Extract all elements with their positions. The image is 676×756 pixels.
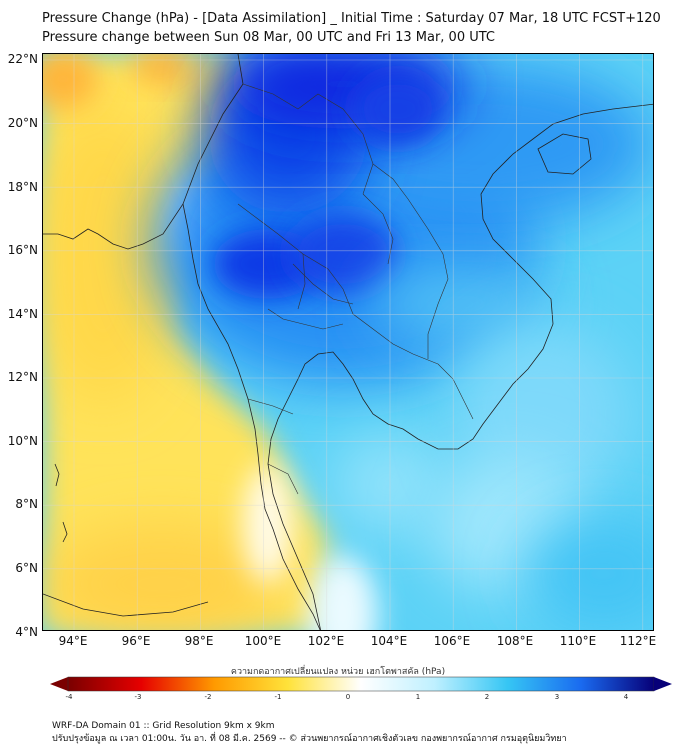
colorbar-tick-label: -3 <box>134 693 142 701</box>
lat-label: 8°N <box>15 497 38 511</box>
lon-label: 100°E <box>244 634 282 648</box>
lat-label: 16°N <box>7 243 38 257</box>
coastlines <box>43 54 653 630</box>
footer-credit: ปรับปรุงข้อมูล ณ เวลา 01:00น. วัน อา. ที… <box>52 734 567 744</box>
colorbar-tick-label: 1 <box>415 693 421 701</box>
lat-label: 20°N <box>7 116 38 130</box>
colorbar-tick-label: -1 <box>274 693 282 701</box>
country-borders <box>237 83 474 495</box>
map-subtitle: Pressure change between Sun 08 Mar, 00 U… <box>42 30 495 45</box>
map-title: Pressure Change (hPa) - [Data Assimilati… <box>42 11 661 26</box>
grid-lines <box>43 54 653 630</box>
colorbar-tick-label: -4 <box>65 693 73 701</box>
colorbar-tick-label: 4 <box>623 693 629 701</box>
lon-label: 106°E <box>433 634 471 648</box>
colorbar-min-arrow <box>50 677 68 691</box>
colorbar-gradient <box>67 676 655 692</box>
lon-label: 104°E <box>370 634 408 648</box>
colorbar-max-arrow <box>654 677 672 691</box>
footer-model-info: WRF-DA Domain 01 :: Grid Resolution 9km … <box>52 721 275 731</box>
lon-label: 110°E <box>559 634 597 648</box>
lon-label: 94°E <box>58 634 88 648</box>
colorbar-tick-label: 3 <box>554 693 560 701</box>
pressure-field <box>43 54 653 630</box>
lat-label: 10°N <box>7 434 38 448</box>
lon-label: 112°E <box>619 634 657 648</box>
lat-label: 4°N <box>15 625 38 639</box>
colorbar-tick-label: 0 <box>345 693 351 701</box>
lat-label: 12°N <box>7 370 38 384</box>
lat-label: 14°N <box>7 307 38 321</box>
colorbar-tick-label: 2 <box>484 693 490 701</box>
lat-label: 18°N <box>7 180 38 194</box>
lon-label: 96°E <box>121 634 151 648</box>
colorbar-tick-label: -2 <box>204 693 212 701</box>
pressure-change-map <box>42 53 654 631</box>
lon-label: 102°E <box>307 634 345 648</box>
colorbar-title: ความกดอากาศเปลี่ยนแปลง หน่วย เฮกโตพาสคัล… <box>230 667 446 677</box>
lon-label: 98°E <box>184 634 214 648</box>
lat-label: 6°N <box>15 561 38 575</box>
lon-label: 108°E <box>496 634 534 648</box>
lat-label: 22°N <box>7 52 38 66</box>
colorbar <box>50 676 672 692</box>
